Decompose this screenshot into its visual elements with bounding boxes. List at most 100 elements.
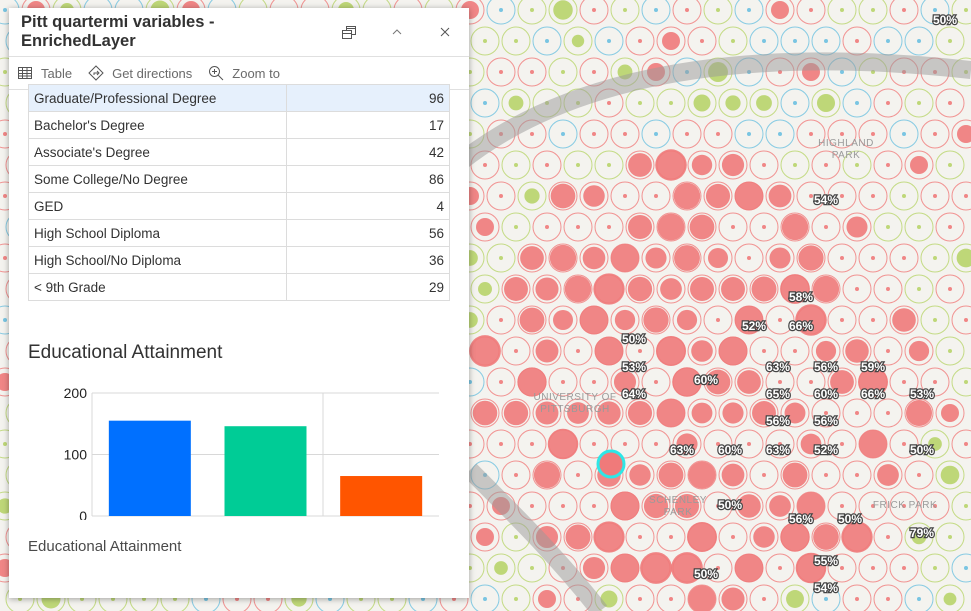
map-symbol [951, 305, 971, 335]
collapse-button[interactable] [373, 8, 421, 56]
map-symbol-fill [607, 225, 611, 229]
map-symbol [532, 274, 562, 304]
map-symbol [625, 398, 655, 428]
map-symbol [532, 26, 562, 56]
table-action[interactable]: Table [17, 66, 72, 81]
selected-feature[interactable] [596, 449, 626, 479]
map-symbol [579, 0, 609, 25]
map-symbol-fill [908, 340, 930, 362]
table-row[interactable]: Associate's Degree 42 [28, 138, 450, 166]
map-symbol-fill [494, 561, 508, 575]
map-symbol-fill [768, 184, 792, 208]
map-symbol [501, 26, 531, 56]
map-symbol [904, 522, 934, 552]
map-symbol [935, 522, 965, 552]
table-row[interactable]: Bachelor's Degree 17 [28, 111, 450, 139]
table-row[interactable]: High School/No Diploma 36 [28, 246, 450, 274]
map-symbol-fill [576, 349, 580, 353]
map-symbol-fill [753, 526, 775, 548]
table-row[interactable]: Graduate/Professional Degree 96 [28, 84, 450, 112]
map-percent-label: 53% [910, 387, 934, 401]
map-symbol [920, 305, 950, 335]
bar[interactable] [108, 420, 191, 516]
map-symbol-fill [809, 194, 813, 198]
map-symbol [687, 584, 717, 611]
map-symbol-fill [538, 590, 556, 608]
map-symbol-fill [762, 473, 766, 477]
map-symbol-fill [948, 163, 952, 167]
map-symbol [796, 181, 826, 211]
map-symbol [470, 212, 500, 242]
map-symbol-fill [721, 153, 745, 177]
map-symbol-fill [886, 225, 890, 229]
map-symbol [920, 181, 950, 211]
table-row[interactable]: Some College/No Degree 86 [28, 165, 450, 193]
map-symbol [563, 150, 593, 180]
map-symbol [703, 0, 733, 25]
map-symbol-fill [793, 349, 797, 353]
map-symbol [563, 212, 593, 242]
bar[interactable] [224, 426, 307, 516]
map-percent-label: 66% [861, 387, 885, 401]
map-symbol-fill [514, 535, 518, 539]
map-symbol-fill [483, 39, 487, 43]
map-symbol-fill [905, 399, 933, 427]
map-symbol-fill [673, 182, 701, 210]
zoom-to-action-label: Zoom to [232, 65, 280, 81]
map-symbol-fill [964, 380, 968, 384]
chart-title: Educational Attainment [28, 342, 223, 363]
directions-action-label: Get directions [112, 65, 193, 81]
bar[interactable] [340, 476, 423, 516]
map-symbol-fill [690, 277, 714, 301]
map-symbol-fill [809, 8, 813, 12]
map-symbol [734, 367, 764, 397]
map-symbol [610, 181, 640, 211]
row-value: 36 [286, 246, 450, 274]
map-percent-label: 54% [814, 193, 838, 207]
table-row[interactable]: < 9th Grade 29 [28, 273, 450, 301]
map-symbol-fill [812, 275, 840, 303]
directions-action[interactable]: Get directions [88, 65, 192, 81]
map-symbol [687, 336, 717, 366]
map-symbol-fill [80, 597, 84, 601]
map-symbol-fill [688, 585, 716, 611]
map-symbol-fill [784, 402, 806, 424]
map-symbol [873, 336, 903, 366]
map-symbol [765, 553, 795, 583]
map-symbol-fill [855, 473, 859, 477]
map-symbol [827, 0, 857, 25]
table-row[interactable]: High School Diploma 56 [28, 219, 450, 247]
map-symbol-fill [769, 495, 791, 517]
map-symbol-fill [928, 437, 942, 451]
map-symbol [858, 429, 888, 459]
map-symbol [873, 398, 903, 428]
row-label: < 9th Grade [28, 273, 287, 301]
map-symbol-fill [917, 287, 921, 291]
map-symbol-fill [657, 213, 685, 241]
map-symbol [951, 491, 971, 521]
close-button[interactable] [421, 8, 469, 56]
map-symbol [873, 522, 903, 552]
map-symbol-fill [700, 39, 704, 43]
map-symbol-fill [780, 522, 810, 552]
map-symbol [765, 0, 795, 25]
map-symbol [889, 181, 919, 211]
map-percent-label: 64% [622, 387, 646, 401]
map-symbol [749, 336, 779, 366]
map-symbol-fill [840, 318, 844, 322]
zoom-to-action[interactable]: Zoom to [208, 65, 280, 81]
map-symbol-fill [627, 276, 653, 302]
map-percent-label: 52% [742, 319, 766, 333]
river [463, 463, 608, 611]
table-row[interactable]: GED 4 [28, 192, 450, 220]
dock-button[interactable] [325, 8, 373, 56]
map-percent-label: 54% [814, 581, 838, 595]
map-symbol-fill [824, 473, 828, 477]
map-symbol [827, 243, 857, 273]
popup-header: Pitt quartermi variables - EnrichedLayer [9, 8, 469, 57]
map-place-label: FRICK PARK [873, 500, 937, 511]
map-percent-label: 63% [766, 443, 790, 457]
map-symbol [796, 367, 826, 397]
map-symbol-fill [917, 597, 921, 601]
map-symbol-fill [762, 39, 766, 43]
